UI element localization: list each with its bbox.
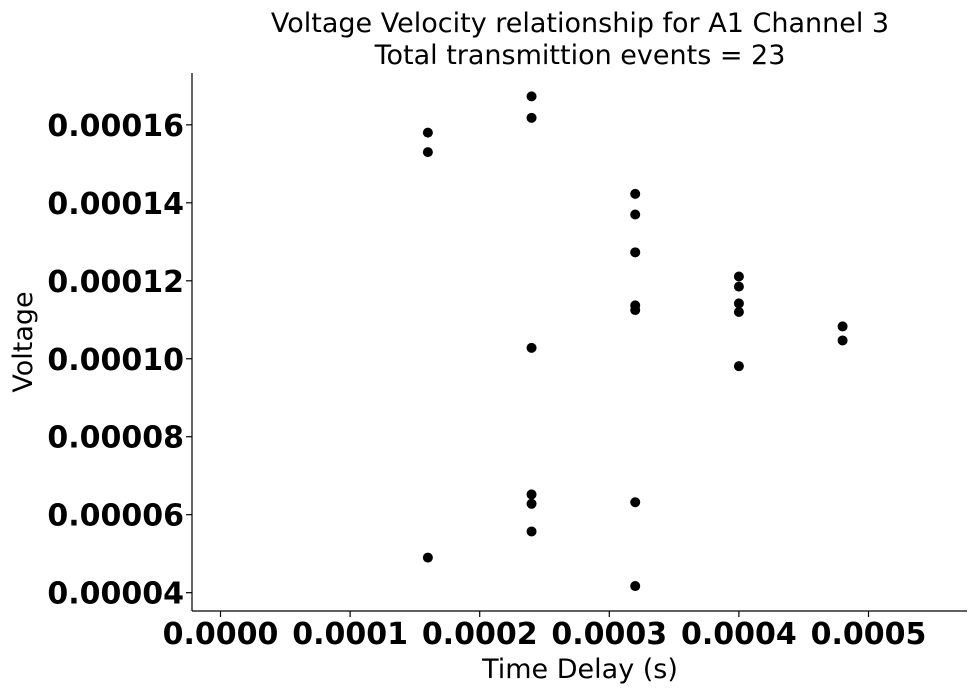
data-points	[422, 91, 848, 592]
y-tick-label: 0.00010	[47, 343, 184, 378]
data-point	[733, 281, 744, 292]
data-point	[837, 335, 848, 346]
data-point	[526, 498, 537, 509]
data-point	[526, 342, 537, 353]
data-point	[630, 247, 641, 258]
data-point	[837, 321, 848, 332]
y-tick-label: 0.00008	[47, 421, 184, 456]
y-tick-label: 0.00004	[47, 577, 184, 612]
data-point	[526, 91, 537, 102]
data-point	[630, 209, 641, 220]
data-point	[733, 298, 744, 309]
chart-subtitle: Total transmittion events = 23	[374, 40, 786, 71]
data-point	[630, 497, 641, 508]
plot-area: 0.0000 0.0001 0.0002 0.0003 0.0004 0.0005 0.0…	[47, 73, 967, 652]
y-tick-label: 0.00014	[47, 187, 184, 222]
data-point	[630, 188, 641, 199]
data-point	[422, 147, 433, 158]
y-axis-label: Voltage	[8, 291, 39, 392]
x-axis-label: Time Delay (s)	[481, 654, 678, 685]
x-tick-label: 0.0001	[292, 617, 408, 652]
y-ticks: 0.00004 0.00006 0.00008 0.00010 0.00012 0.000…	[47, 109, 192, 612]
chart-title: Voltage Velocity relationship for A1 Cha…	[271, 8, 889, 39]
x-ticks: 0.0000 0.0001 0.0002 0.0003 0.0004 0.0005	[163, 611, 927, 652]
y-tick-label: 0.00012	[47, 265, 184, 300]
data-point	[422, 127, 433, 138]
data-point	[630, 581, 641, 592]
data-point	[526, 526, 537, 537]
data-point	[422, 552, 433, 563]
data-point	[733, 361, 744, 372]
data-point	[630, 305, 641, 316]
data-point	[733, 306, 744, 317]
x-tick-label: 0.0003	[551, 617, 667, 652]
data-point	[526, 112, 537, 123]
x-tick-label: 0.0005	[811, 617, 927, 652]
x-tick-label: 0.0002	[422, 617, 538, 652]
y-tick-label: 0.00006	[47, 499, 184, 534]
x-tick-label: 0.0004	[681, 617, 797, 652]
data-point	[733, 271, 744, 282]
x-tick-label: 0.0000	[163, 617, 279, 652]
y-tick-label: 0.00016	[47, 109, 184, 144]
data-point	[526, 489, 537, 500]
